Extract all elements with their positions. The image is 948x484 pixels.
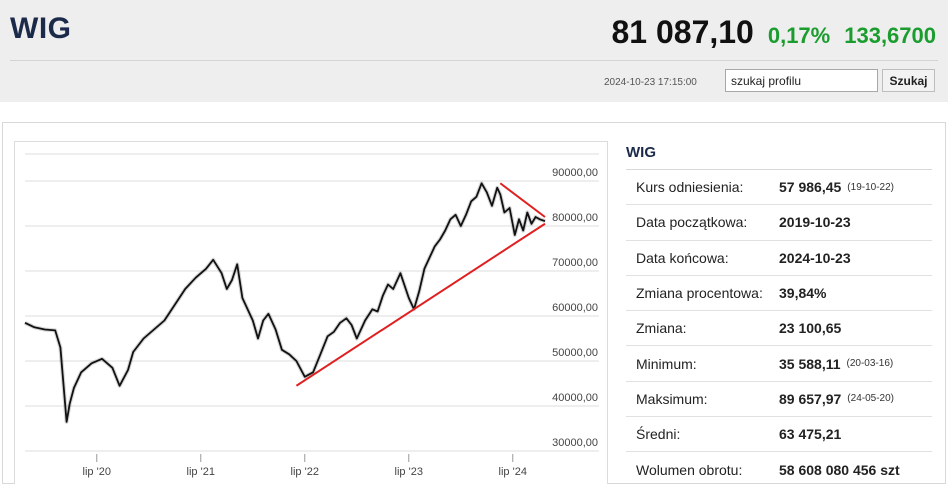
- y-tick-label: 30000,00: [552, 437, 598, 449]
- stats-row-value: 39,84%: [779, 285, 827, 302]
- stats-row: Zmiana: 23 100,65: [626, 311, 932, 347]
- stats-row: Wolumen obrotu: 58 608 080 456 szt: [626, 452, 932, 484]
- y-tick-label: 60000,00: [552, 302, 598, 314]
- y-tick-label: 80000,00: [552, 212, 598, 224]
- quote-row: 81 087,10 0,17% 133,6700: [611, 14, 936, 51]
- stats-row-label: Zmiana procentowa:: [636, 285, 763, 302]
- chart-series-group: [24, 181, 546, 424]
- y-tick-label: 70000,00: [552, 257, 598, 269]
- stats-row: Data początkowa: 2019-10-23: [626, 205, 932, 241]
- stats-row-value: 23 100,65: [779, 320, 842, 337]
- stats-row-value: 2024-10-23: [779, 249, 851, 266]
- stats-row-label: Minimum:: [636, 355, 697, 372]
- price-chart: 90000,00 80000,00 70000,00 60000,00 50000,00…: [14, 141, 608, 484]
- stats-row-label: Maksimum:: [636, 390, 708, 407]
- stats-table: WIG Kurs odniesienia: 57 986,45 (19-10-22)…: [626, 144, 932, 484]
- stats-row-date: (19-10-22): [847, 181, 894, 193]
- stats-row-date: (20-03-16): [846, 358, 894, 370]
- series-line-shadow: [24, 181, 546, 424]
- x-tick-label: lip '21: [187, 466, 215, 478]
- stats-row: Kurs odniesienia: 57 986,45 (19-10-22): [626, 170, 932, 206]
- stats-row-label: Średni:: [636, 426, 681, 443]
- y-tick-label: 90000,00: [552, 167, 598, 179]
- y-tick-label: 50000,00: [552, 347, 598, 359]
- change-percent: 0,17%: [767, 23, 831, 48]
- stats-row-value: 63 475,21: [779, 426, 842, 443]
- stats-row-label: Kurs odniesienia:: [636, 179, 744, 196]
- price-chart-svg: 90000,00 80000,00 70000,00 60000,00 50000,00…: [24, 153, 599, 478]
- stats-row-label: Zmiana:: [636, 320, 687, 337]
- profile-search-input[interactable]: [725, 69, 878, 92]
- x-tick-label: lip '23: [395, 466, 423, 478]
- x-tick-label: lip '24: [499, 466, 527, 478]
- chart-trendlines: [295, 182, 546, 387]
- stats-row: Maksimum: 89 657,97 (24-05-20): [626, 382, 932, 418]
- chart-grid: [25, 153, 599, 462]
- series-line: [24, 182, 546, 423]
- stats-row-value: 2019-10-23: [779, 214, 851, 231]
- stats-row: Minimum: 35 588,11 (20-03-16): [626, 346, 932, 382]
- trendline: [295, 222, 546, 387]
- stats-row-value: 35 588,11: [779, 355, 841, 372]
- stats-row-value: 57 986,45: [779, 179, 842, 196]
- stats-row-label: Wolumen obrotu:: [636, 461, 743, 478]
- stats-row-label: Data końcowa:: [636, 249, 729, 266]
- quote-timestamp: 2024-10-23 17:15:00: [604, 77, 697, 88]
- stats-row-label: Data początkowa:: [636, 214, 748, 231]
- stats-row-date: (24-05-20): [847, 393, 894, 405]
- change-absolute: 133,6700: [844, 23, 936, 48]
- ticker-title: WIG: [10, 12, 72, 45]
- trendline: [499, 182, 546, 218]
- stats-row: Zmiana procentowa: 39,84%: [626, 276, 932, 312]
- y-tick-label: 40000,00: [552, 392, 598, 404]
- last-price: 81 087,10: [611, 14, 754, 50]
- x-tick-label: lip '20: [83, 466, 111, 478]
- stats-row-value: 89 657,97: [779, 390, 842, 407]
- chart-axis-labels: 90000,00 80000,00 70000,00 60000,00 50000,00…: [83, 167, 598, 478]
- header-divider: [10, 60, 938, 61]
- search-button[interactable]: Szukaj: [882, 69, 935, 92]
- stats-rows: Kurs odniesienia: 57 986,45 (19-10-22) Data…: [626, 170, 932, 484]
- x-tick-label: lip '22: [291, 466, 319, 478]
- stats-row-value: 58 608 080 456 szt: [779, 461, 900, 478]
- header-bar: WIG 81 087,10 0,17% 133,6700 2024-10-23 …: [0, 0, 948, 102]
- stats-row: Data końcowa: 2024-10-23: [626, 241, 932, 276]
- stats-title: WIG: [626, 144, 932, 170]
- stats-row: Średni: 63 475,21: [626, 417, 932, 453]
